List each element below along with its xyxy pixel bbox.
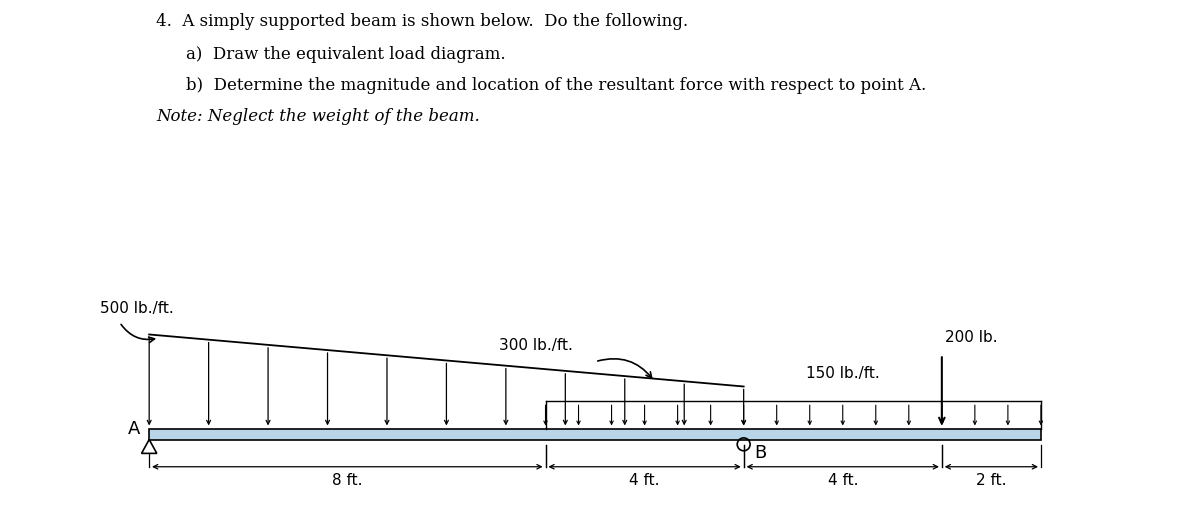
Text: 300 lb./ft.: 300 lb./ft. bbox=[499, 338, 572, 353]
Text: b)  Determine the magnitude and location of the resultant force with respect to : b) Determine the magnitude and location … bbox=[186, 77, 926, 94]
Text: B: B bbox=[755, 444, 767, 462]
Bar bbox=[149, 428, 1040, 439]
Text: a)  Draw the equivalent load diagram.: a) Draw the equivalent load diagram. bbox=[186, 46, 505, 63]
Text: 500 lb./ft.: 500 lb./ft. bbox=[100, 301, 173, 316]
Text: 4 ft.: 4 ft. bbox=[629, 473, 660, 488]
Text: 4 ft.: 4 ft. bbox=[828, 473, 858, 488]
Text: Note: Neglect the weight of the beam.: Note: Neglect the weight of the beam. bbox=[156, 108, 480, 125]
Text: 8 ft.: 8 ft. bbox=[332, 473, 362, 488]
Polygon shape bbox=[142, 439, 157, 453]
Text: 150 lb./ft.: 150 lb./ft. bbox=[806, 366, 880, 381]
Text: 4.  A simply supported beam is shown below.  Do the following.: 4. A simply supported beam is shown belo… bbox=[156, 13, 688, 30]
Text: 2 ft.: 2 ft. bbox=[976, 473, 1007, 488]
Text: A: A bbox=[128, 420, 140, 438]
Text: 200 lb.: 200 lb. bbox=[946, 331, 998, 346]
